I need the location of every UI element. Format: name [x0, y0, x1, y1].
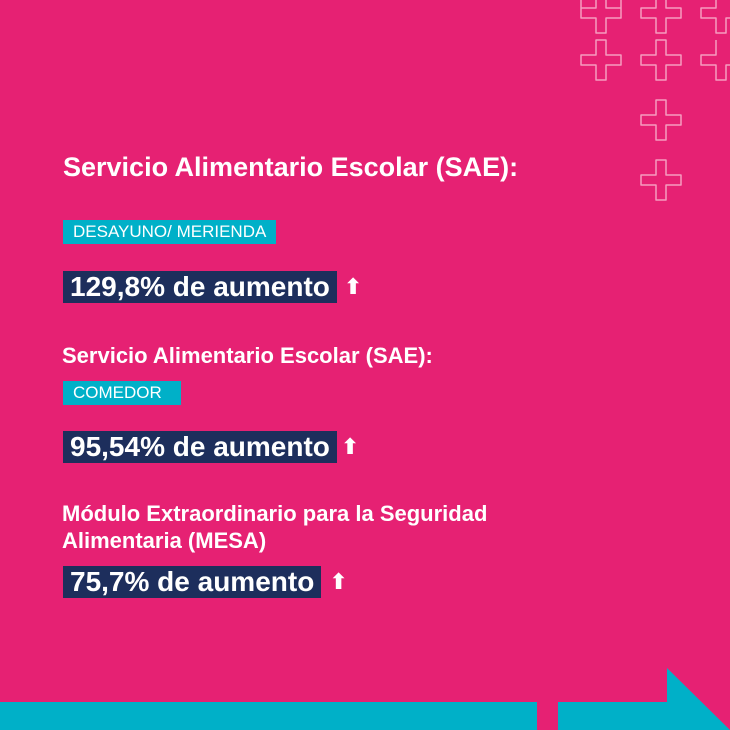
- category-tag: COMEDOR: [63, 381, 181, 405]
- plus-outline-icon: [640, 39, 682, 81]
- plus-outline-icon: [640, 99, 682, 141]
- section-title-line: Alimentaria (MESA): [62, 528, 267, 553]
- plus-outline-icon: [700, 0, 730, 34]
- section-title-line: Módulo Extraordinario para la Seguridad: [62, 501, 488, 526]
- plus-outline-icon: [640, 159, 682, 201]
- plus-outline-icon: [580, 0, 622, 34]
- section-title: Módulo Extraordinario para la Seguridad …: [62, 500, 487, 554]
- stat-value: 129,8% de aumento: [63, 271, 337, 303]
- plus-outline-icon: [580, 39, 622, 81]
- bottom-bar-right-arrow: [558, 668, 730, 730]
- arrow-up-icon: ⬆: [343, 274, 363, 299]
- stat-value: 95,54% de aumento: [63, 431, 337, 463]
- category-tag: DESAYUNO/ MERIENDA: [63, 220, 277, 244]
- stat-row: 95,54% de aumento ⬆: [63, 431, 359, 463]
- section-title: Servicio Alimentario Escolar (SAE):: [62, 343, 433, 368]
- stat-row: 129,8% de aumento ⬆: [63, 271, 362, 303]
- plus-outline-icon: [700, 40, 730, 81]
- bottom-bar-left: [0, 702, 537, 730]
- plus-outline-icon: [640, 0, 682, 34]
- arrow-up-icon: ⬆: [340, 434, 360, 459]
- stat-value: 75,7% de aumento: [63, 566, 322, 598]
- arrow-up-icon: ⬆: [329, 569, 348, 594]
- section-title: Servicio Alimentario Escolar (SAE):: [63, 152, 519, 182]
- stat-row: 75,7% de aumento ⬆: [63, 566, 348, 598]
